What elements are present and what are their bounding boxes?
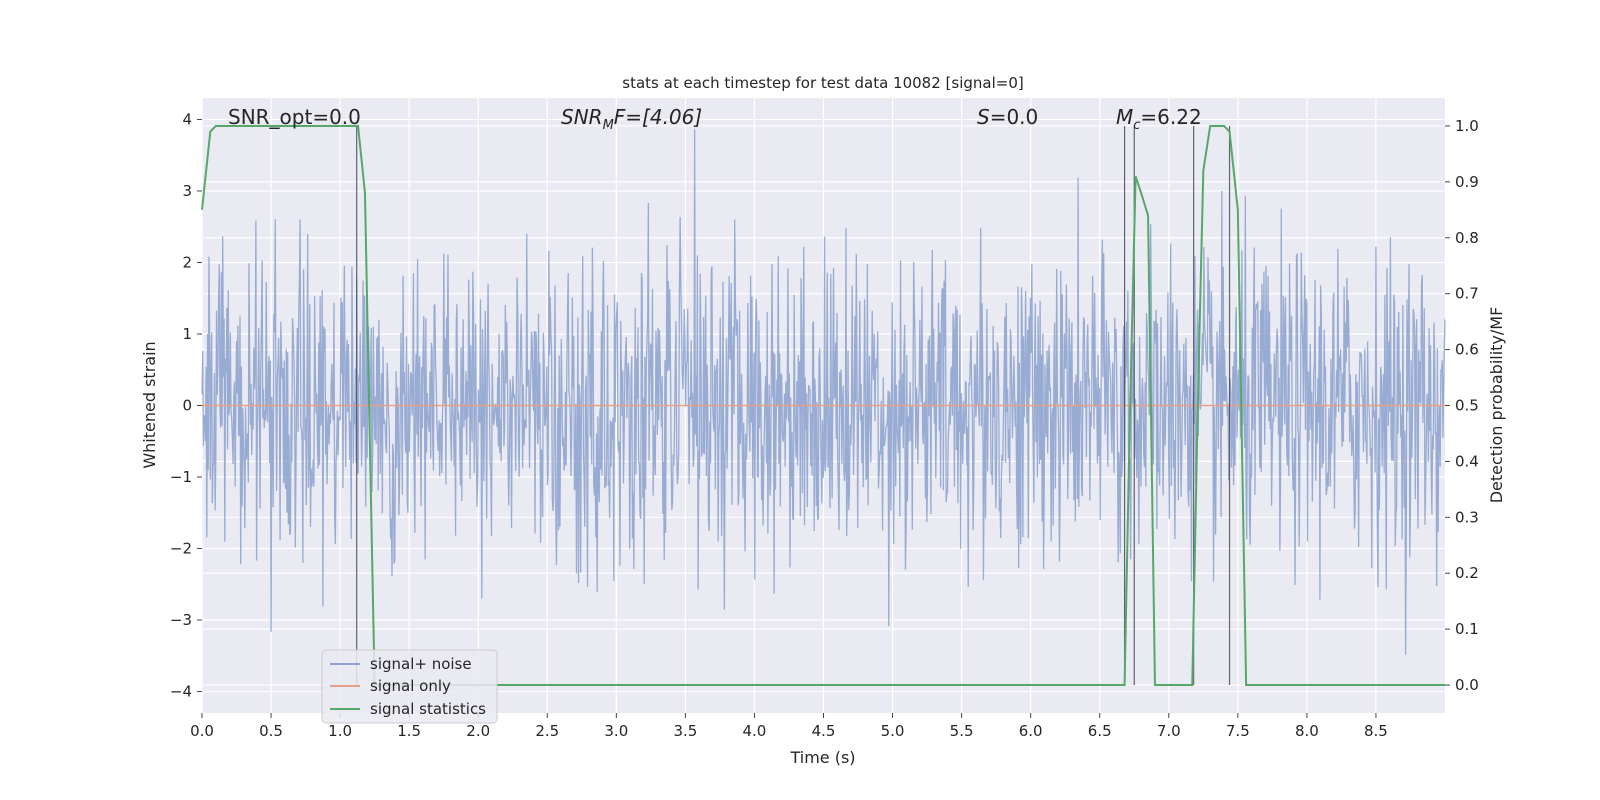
y-left-tick-label: 1 <box>182 325 192 343</box>
x-tick-label: 1.0 <box>328 722 352 740</box>
signal-noise-series <box>201 129 1446 655</box>
x-tick-label: 7.5 <box>1226 722 1250 740</box>
y-right-tick-label: 0.9 <box>1455 173 1479 191</box>
annotation-mc: Mc=6.22 <box>1116 105 1202 133</box>
annotation-snr-opt: SNR_opt=0.0 <box>228 105 361 129</box>
annotation-s-rest: =0.0 <box>990 105 1039 129</box>
x-tick-label: 1.5 <box>397 722 421 740</box>
signal-statistics-line <box>201 124 1445 687</box>
x-tick-label: 6.0 <box>1019 722 1043 740</box>
annotation-snr-mf-sub: M <box>603 118 614 133</box>
x-tick-label: 8.5 <box>1364 722 1388 740</box>
annotation-mc-sub: c <box>1133 118 1140 133</box>
x-tick-label: 2.5 <box>535 722 559 740</box>
y-left-tick-label: 4 <box>182 110 192 128</box>
y-right-tick-label: 0.6 <box>1455 341 1479 359</box>
y-axis-right-label: Detection probability/MF <box>1487 307 1506 504</box>
y-right-tick-label: 0.5 <box>1455 397 1479 415</box>
y-axis-left-ticks: 4 3 2 1 0 −1 −2 −3 −4 <box>170 110 202 701</box>
y-right-tick-label: 0.1 <box>1455 620 1479 638</box>
y-left-tick-label: 3 <box>182 182 192 200</box>
legend: signal+ noise signal only signal statist… <box>321 649 498 724</box>
y-right-tick-label: 0.2 <box>1455 564 1479 582</box>
annotation-s-main: S <box>977 105 990 129</box>
annotation-snr-mf-rest: F=[4.06] <box>614 105 702 129</box>
signal-statistics-series <box>201 124 1445 687</box>
x-tick-label: 3.0 <box>604 722 628 740</box>
legend-label-noise: signal+ noise <box>370 655 472 673</box>
y-right-tick-label: 0.0 <box>1455 676 1479 694</box>
legend-box <box>321 649 498 724</box>
signal-noise-line <box>201 129 1446 655</box>
chart-title: stats at each timestep for test data 100… <box>622 74 1023 92</box>
x-tick-label: 4.5 <box>812 722 836 740</box>
annotation-s: S=0.0 <box>977 105 1038 129</box>
y-left-tick-label: 0 <box>182 397 192 415</box>
x-tick-label: 7.0 <box>1157 722 1181 740</box>
y-right-tick-label: 1.0 <box>1455 117 1479 135</box>
x-tick-label: 4.0 <box>743 722 767 740</box>
x-tick-label: 6.5 <box>1088 722 1112 740</box>
legend-label-statistics: signal statistics <box>370 700 486 718</box>
legend-label-signal-only: signal only <box>370 677 451 695</box>
x-tick-label: 3.5 <box>673 722 697 740</box>
y-left-tick-label: −4 <box>170 683 192 701</box>
y-right-tick-label: 0.4 <box>1455 452 1479 470</box>
x-tick-label: 0.5 <box>259 722 283 740</box>
annotation-snr-mf: SNRMF=[4.06] <box>561 105 702 133</box>
x-tick-label: 5.0 <box>881 722 905 740</box>
y-right-tick-label: 0.8 <box>1455 229 1479 247</box>
y-left-tick-label: −1 <box>170 468 192 486</box>
x-axis-label: Time (s) <box>789 748 855 767</box>
x-tick-label: 8.0 <box>1295 722 1319 740</box>
y-left-tick-label: −2 <box>170 540 192 558</box>
annotation-mc-rest: =6.22 <box>1140 105 1201 129</box>
x-tick-label: 2.0 <box>466 722 490 740</box>
y-left-tick-label: 2 <box>182 253 192 271</box>
x-tick-label: 5.5 <box>950 722 974 740</box>
annotation-mc-main: M <box>1116 105 1133 129</box>
x-tick-label: 0.0 <box>190 722 214 740</box>
y-axis-right-ticks: 1.0 0.9 0.8 0.7 0.6 0.5 0.4 0.3 0.2 0.1 0.0 <box>1445 117 1479 694</box>
y-right-tick-label: 0.3 <box>1455 508 1479 526</box>
y-right-tick-label: 0.7 <box>1455 285 1479 303</box>
x-axis-ticks: 0.0 0.5 1.0 1.5 2.0 2.5 3.0 3.5 4.0 4.5 5.0 5.5 6.0 6… <box>190 713 1388 740</box>
annotation-snr-mf-main: SNR <box>561 105 603 129</box>
y-left-tick-label: −3 <box>170 611 192 629</box>
y-axis-left-label: Whitened strain <box>140 341 159 468</box>
